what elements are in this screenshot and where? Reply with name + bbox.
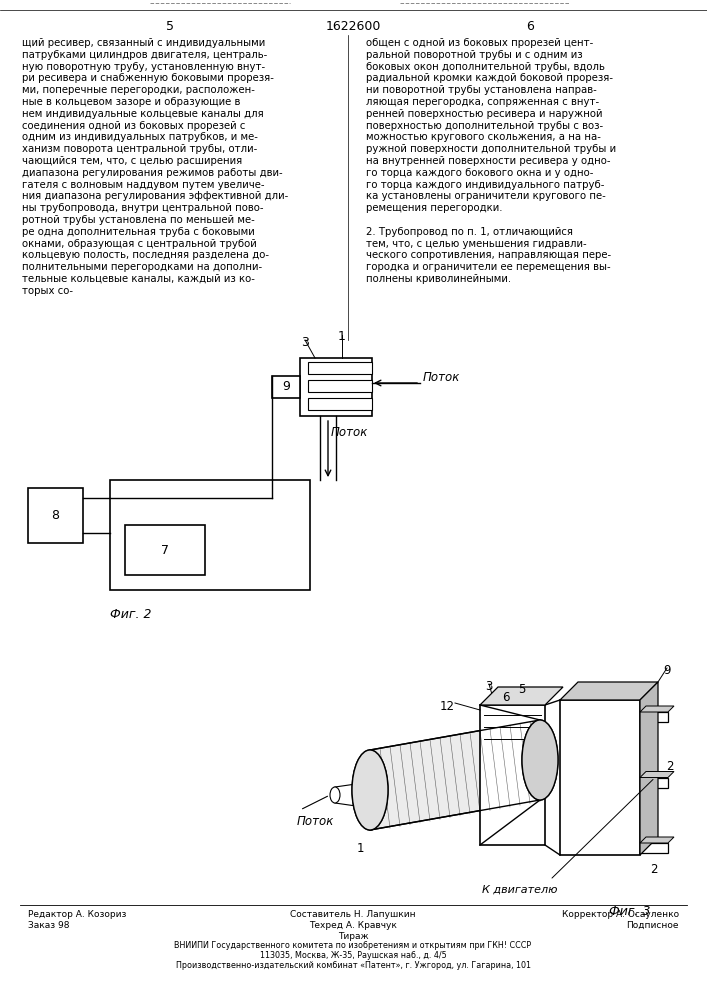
Text: 6: 6 — [526, 20, 534, 33]
Text: Корректор А. Осауленко: Корректор А. Осауленко — [562, 910, 679, 919]
Text: Поток: Поток — [296, 815, 334, 828]
Text: общен с одной из боковых прорезей цент-: общен с одной из боковых прорезей цент- — [366, 38, 593, 48]
Text: гателя с волновым наддувом путем увеличе-: гателя с волновым наддувом путем увеличе… — [22, 180, 264, 190]
Text: окнами, образующая с центральной трубой: окнами, образующая с центральной трубой — [22, 239, 257, 249]
Text: на внутренней поверхности ресивера у одно-: на внутренней поверхности ресивера у одн… — [366, 156, 611, 166]
Text: 5: 5 — [166, 20, 174, 33]
Polygon shape — [640, 682, 658, 855]
Text: 6: 6 — [502, 691, 510, 704]
Text: Производственно-издательский комбинат «Патент», г. Ужгород, ул. Гагарина, 101: Производственно-издательский комбинат «П… — [175, 961, 530, 970]
Text: нем индивидуальные кольцевые каналы для: нем индивидуальные кольцевые каналы для — [22, 109, 264, 119]
Ellipse shape — [352, 750, 388, 830]
Text: чающийся тем, что, с целью расширения: чающийся тем, что, с целью расширения — [22, 156, 243, 166]
Text: ротной трубы установлена по меньшей ме-: ротной трубы установлена по меньшей ме- — [22, 215, 255, 225]
Text: Заказ 98: Заказ 98 — [28, 921, 69, 930]
Text: ружной поверхности дополнительной трубы и: ружной поверхности дополнительной трубы … — [366, 144, 616, 154]
Text: ка установлены ограничители кругового пе-: ка установлены ограничители кругового пе… — [366, 191, 606, 201]
Bar — [125, 525, 205, 575]
Text: 113035, Москва, Ж-35, Раушская наб., д. 4/5: 113035, Москва, Ж-35, Раушская наб., д. … — [259, 951, 446, 960]
Text: 9: 9 — [282, 380, 290, 393]
Text: Составитель Н. Лапушкин: Составитель Н. Лапушкин — [290, 910, 416, 919]
Text: можностью кругового скольжения, а на на-: можностью кругового скольжения, а на на- — [366, 132, 601, 142]
Polygon shape — [560, 682, 658, 700]
Text: диапазона регулирования режимов работы дви-: диапазона регулирования режимов работы д… — [22, 168, 283, 178]
Bar — [560, 700, 640, 855]
Text: ны трубопровода, внутри центральной пово-: ны трубопровода, внутри центральной пово… — [22, 203, 264, 213]
Text: ВНИИПИ Государственного комитета по изобретениям и открытиям при ГКН! СССР: ВНИИПИ Государственного комитета по изоб… — [175, 941, 532, 950]
Polygon shape — [640, 706, 674, 712]
Text: ральной поворотной трубы и с одним из: ральной поворотной трубы и с одним из — [366, 50, 583, 60]
Bar — [308, 380, 372, 392]
Text: ми, поперечные перегородки, расположен-: ми, поперечные перегородки, расположен- — [22, 85, 255, 95]
Bar — [110, 480, 310, 590]
Text: одним из индивидуальных патрубков, и ме-: одним из индивидуальных патрубков, и ме- — [22, 132, 258, 142]
Polygon shape — [640, 837, 674, 843]
Text: ремещения перегородки.: ремещения перегородки. — [366, 203, 503, 213]
Ellipse shape — [330, 787, 340, 803]
Text: Поток: Поток — [331, 426, 368, 439]
Text: 1: 1 — [356, 842, 363, 855]
Text: 7: 7 — [161, 544, 169, 556]
Bar — [272, 376, 300, 398]
Text: го торца каждого индивидуального патруб-: го торца каждого индивидуального патруб- — [366, 180, 604, 190]
Text: ренней поверхностью ресивера и наружной: ренней поверхностью ресивера и наружной — [366, 109, 602, 119]
Bar — [640, 778, 668, 788]
Text: 2: 2 — [650, 863, 658, 876]
Text: 3: 3 — [485, 680, 492, 693]
Bar — [640, 843, 668, 853]
Bar — [300, 358, 372, 416]
Text: ную поворотную трубу, установленную внут-: ную поворотную трубу, установленную внут… — [22, 62, 265, 72]
Text: городка и ограничители ее перемещения вы-: городка и ограничители ее перемещения вы… — [366, 262, 611, 272]
Ellipse shape — [522, 720, 558, 800]
Text: 2: 2 — [666, 760, 674, 772]
Text: 2. Трубопровод по п. 1, отличающийся: 2. Трубопровод по п. 1, отличающийся — [366, 227, 573, 237]
Bar — [480, 705, 545, 845]
Text: Фиг. 2: Фиг. 2 — [110, 608, 151, 621]
Polygon shape — [370, 720, 540, 830]
Text: К двигателю: К двигателю — [482, 885, 558, 895]
Text: боковых окон дополнительной трубы, вдоль: боковых окон дополнительной трубы, вдоль — [366, 62, 605, 72]
Text: 9: 9 — [663, 664, 670, 677]
Text: 12: 12 — [440, 700, 455, 713]
Text: тем, что, с целью уменьшения гидравли-: тем, что, с целью уменьшения гидравли- — [366, 239, 587, 249]
Text: ри ресивера и снабженную боковыми прорезя-: ри ресивера и снабженную боковыми прорез… — [22, 73, 274, 83]
Text: ческого сопротивления, направляющая пере-: ческого сопротивления, направляющая пере… — [366, 250, 611, 260]
Text: Поток: Поток — [423, 371, 460, 384]
Text: соединения одной из боковых прорезей с: соединения одной из боковых прорезей с — [22, 121, 245, 131]
Ellipse shape — [522, 720, 558, 800]
Text: кольцевую полость, последняя разделена до-: кольцевую полость, последняя разделена д… — [22, 250, 269, 260]
Text: го торца каждого бокового окна и у одно-: го торца каждого бокового окна и у одно- — [366, 168, 593, 178]
Text: Фиг. 3: Фиг. 3 — [609, 905, 650, 918]
Text: Техред А. Кравчук: Техред А. Кравчук — [309, 921, 397, 930]
Text: 3: 3 — [301, 336, 309, 349]
Text: Редактор А. Козориз: Редактор А. Козориз — [28, 910, 127, 919]
Polygon shape — [640, 772, 674, 778]
Polygon shape — [480, 687, 563, 705]
Text: полнены криволинейными.: полнены криволинейными. — [366, 274, 511, 284]
Text: 1: 1 — [338, 330, 346, 343]
Bar — [28, 488, 83, 543]
Bar — [308, 362, 372, 374]
Text: 1622600: 1622600 — [325, 20, 380, 33]
Text: ни поворотной трубы установлена направ-: ни поворотной трубы установлена направ- — [366, 85, 597, 95]
Text: полнительными перегородками на дополни-: полнительными перегородками на дополни- — [22, 262, 262, 272]
Text: Тираж: Тираж — [338, 932, 368, 941]
Text: ния диапазона регулирования эффективной дли-: ния диапазона регулирования эффективной … — [22, 191, 288, 201]
Text: щий ресивер, связанный с индивидуальными: щий ресивер, связанный с индивидуальными — [22, 38, 265, 48]
Bar — [308, 398, 372, 410]
Text: тельные кольцевые каналы, каждый из ко-: тельные кольцевые каналы, каждый из ко- — [22, 274, 255, 284]
Text: 8: 8 — [52, 509, 59, 522]
Text: ханизм поворота центральной трубы, отли-: ханизм поворота центральной трубы, отли- — [22, 144, 257, 154]
Text: радиальной кромки каждой боковой прорезя-: радиальной кромки каждой боковой прорезя… — [366, 73, 613, 83]
Text: ре одна дополнительная труба с боковыми: ре одна дополнительная труба с боковыми — [22, 227, 255, 237]
Text: патрубками цилиндров двигателя, централь-: патрубками цилиндров двигателя, централь… — [22, 50, 267, 60]
Text: ляющая перегородка, сопряженная с внут-: ляющая перегородка, сопряженная с внут- — [366, 97, 599, 107]
Text: Подписное: Подписное — [626, 921, 679, 930]
Text: 5: 5 — [518, 683, 525, 696]
Ellipse shape — [352, 750, 388, 830]
Bar — [640, 712, 668, 722]
Text: поверхностью дополнительной трубы с воз-: поверхностью дополнительной трубы с воз- — [366, 121, 603, 131]
Text: ные в кольцевом зазоре и образующие в: ные в кольцевом зазоре и образующие в — [22, 97, 240, 107]
Text: торых со-: торых со- — [22, 286, 73, 296]
